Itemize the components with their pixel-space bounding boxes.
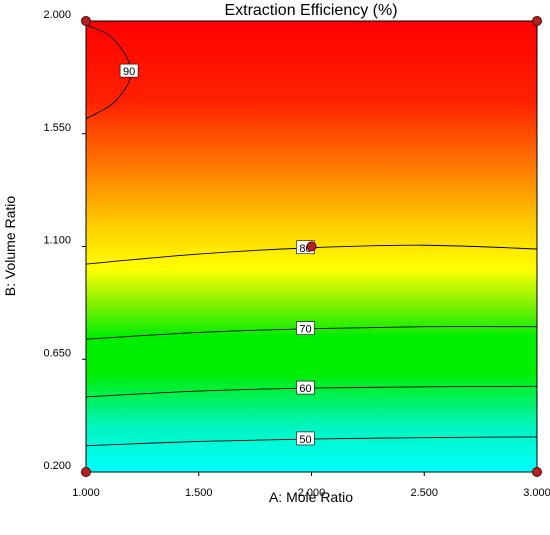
y-tick-label: 0.200 bbox=[43, 460, 71, 472]
design-point bbox=[81, 467, 91, 477]
svg-text:50: 50 bbox=[299, 434, 311, 446]
contour-label-50: 50 bbox=[296, 431, 315, 446]
design-point bbox=[306, 241, 317, 252]
x-tick-label: 2.000 bbox=[298, 487, 326, 499]
x-axis-title: A: Mole Ratio bbox=[269, 489, 353, 505]
design-point bbox=[532, 16, 542, 26]
x-tick-label: 2.500 bbox=[410, 487, 438, 499]
chart-title: Extraction Efficiency (%) bbox=[224, 2, 397, 19]
y-tick-label: 1.550 bbox=[43, 122, 71, 134]
svg-text:70: 70 bbox=[299, 324, 311, 336]
y-axis-title: B: Volume Ratio bbox=[2, 196, 18, 297]
svg-text:90: 90 bbox=[123, 66, 135, 78]
y-tick-label: 0.650 bbox=[43, 347, 71, 359]
axis-ticks: 1.000 1.500 2.000 2.500 3.000 0.200 0.650 1.100… bbox=[43, 9, 550, 499]
y-tick-label: 2.000 bbox=[43, 9, 71, 21]
y-tick-label: 1.100 bbox=[43, 235, 71, 247]
design-point bbox=[532, 467, 542, 477]
design-points bbox=[81, 16, 542, 477]
x-tick-label: 3.000 bbox=[523, 487, 550, 499]
x-tick-label: 1.000 bbox=[72, 487, 100, 499]
contour-label-70: 70 bbox=[296, 321, 315, 336]
contour-label-60: 60 bbox=[296, 380, 315, 395]
contour-label-90: 90 bbox=[119, 63, 139, 78]
x-tick-label: 1.500 bbox=[185, 487, 213, 499]
svg-text:60: 60 bbox=[299, 383, 311, 395]
design-point bbox=[81, 16, 91, 26]
